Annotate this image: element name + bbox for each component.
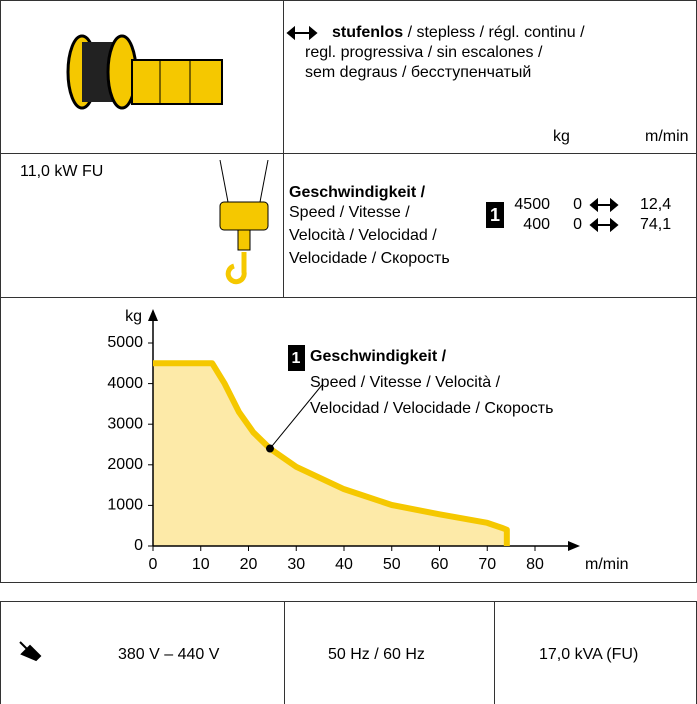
speed-kg: 4500 [506, 195, 550, 215]
speed-title: Geschwindigkeit / [289, 183, 425, 203]
mode-text: / stepless / régl. continu / [408, 24, 585, 41]
mode-bold: stufenlos [332, 24, 403, 41]
arrow-icon [286, 25, 326, 41]
x-tick-label: 10 [192, 556, 210, 573]
annotation-text: Speed / Vitesse / Velocità / [310, 374, 501, 391]
speed-text: Speed / Vitesse / [289, 203, 410, 223]
plug-icon [18, 640, 46, 662]
y-tick-label: 4000 [107, 375, 143, 392]
arrow-icon [589, 218, 619, 232]
marker [266, 445, 274, 453]
unit-kg: kg [553, 127, 570, 147]
badge-text: 1 [292, 350, 301, 367]
x-tick-label: 40 [335, 556, 353, 573]
x-tick-label: 30 [287, 556, 305, 573]
speed-to: 12,4 [640, 195, 671, 215]
frequency: 50 Hz / 60 Hz [328, 645, 425, 665]
y-label: kg [125, 308, 142, 325]
x-tick-label: 50 [383, 556, 401, 573]
speed-kg: 400 [506, 215, 550, 235]
x-tick-label: 80 [526, 556, 544, 573]
voltage: 380 V – 440 V [118, 645, 219, 665]
winch-icon [60, 20, 230, 120]
x-tick-label: 60 [431, 556, 449, 573]
chart: m/min kg 1 Geschwindigkeit / Speed / Vit… [0, 297, 697, 583]
speed-text: Velocidade / Скорость [289, 249, 450, 269]
page: stufenlos / stepless / régl. continu / r… [0, 0, 697, 704]
annotation-title: Geschwindigkeit / [310, 348, 447, 365]
y-tick-label: 5000 [107, 334, 143, 351]
y-tick-label: 2000 [107, 456, 143, 473]
y-tick-label: 1000 [107, 497, 143, 514]
supply-power: 17,0 kVA (FU) [539, 645, 638, 665]
hook-icon [210, 160, 280, 290]
mode-text: regl. progressiva / sin escalones / [305, 43, 542, 63]
x-tick-label: 0 [149, 556, 158, 573]
motor-power: 11,0 kW FU [20, 162, 103, 182]
divider [0, 153, 697, 154]
speed-text: Velocità / Velocidad / [289, 226, 437, 246]
x-label: m/min [585, 556, 629, 573]
unit-speed: m/min [645, 127, 689, 147]
speed-from: 0 [570, 195, 582, 215]
annotation-text: Velocidad / Velocidade / Скорость [310, 400, 553, 417]
y-tick-label: 0 [134, 537, 143, 554]
speed-to: 74,1 [640, 215, 671, 235]
x-tick-label: 70 [478, 556, 496, 573]
badge: 1 [486, 202, 504, 228]
divider [283, 0, 284, 297]
arrow-icon [589, 198, 619, 212]
speed-from: 0 [570, 215, 582, 235]
y-tick-label: 3000 [107, 415, 143, 432]
mode-text: sem degraus / бесступенчатый [305, 63, 531, 83]
x-tick-label: 20 [240, 556, 258, 573]
